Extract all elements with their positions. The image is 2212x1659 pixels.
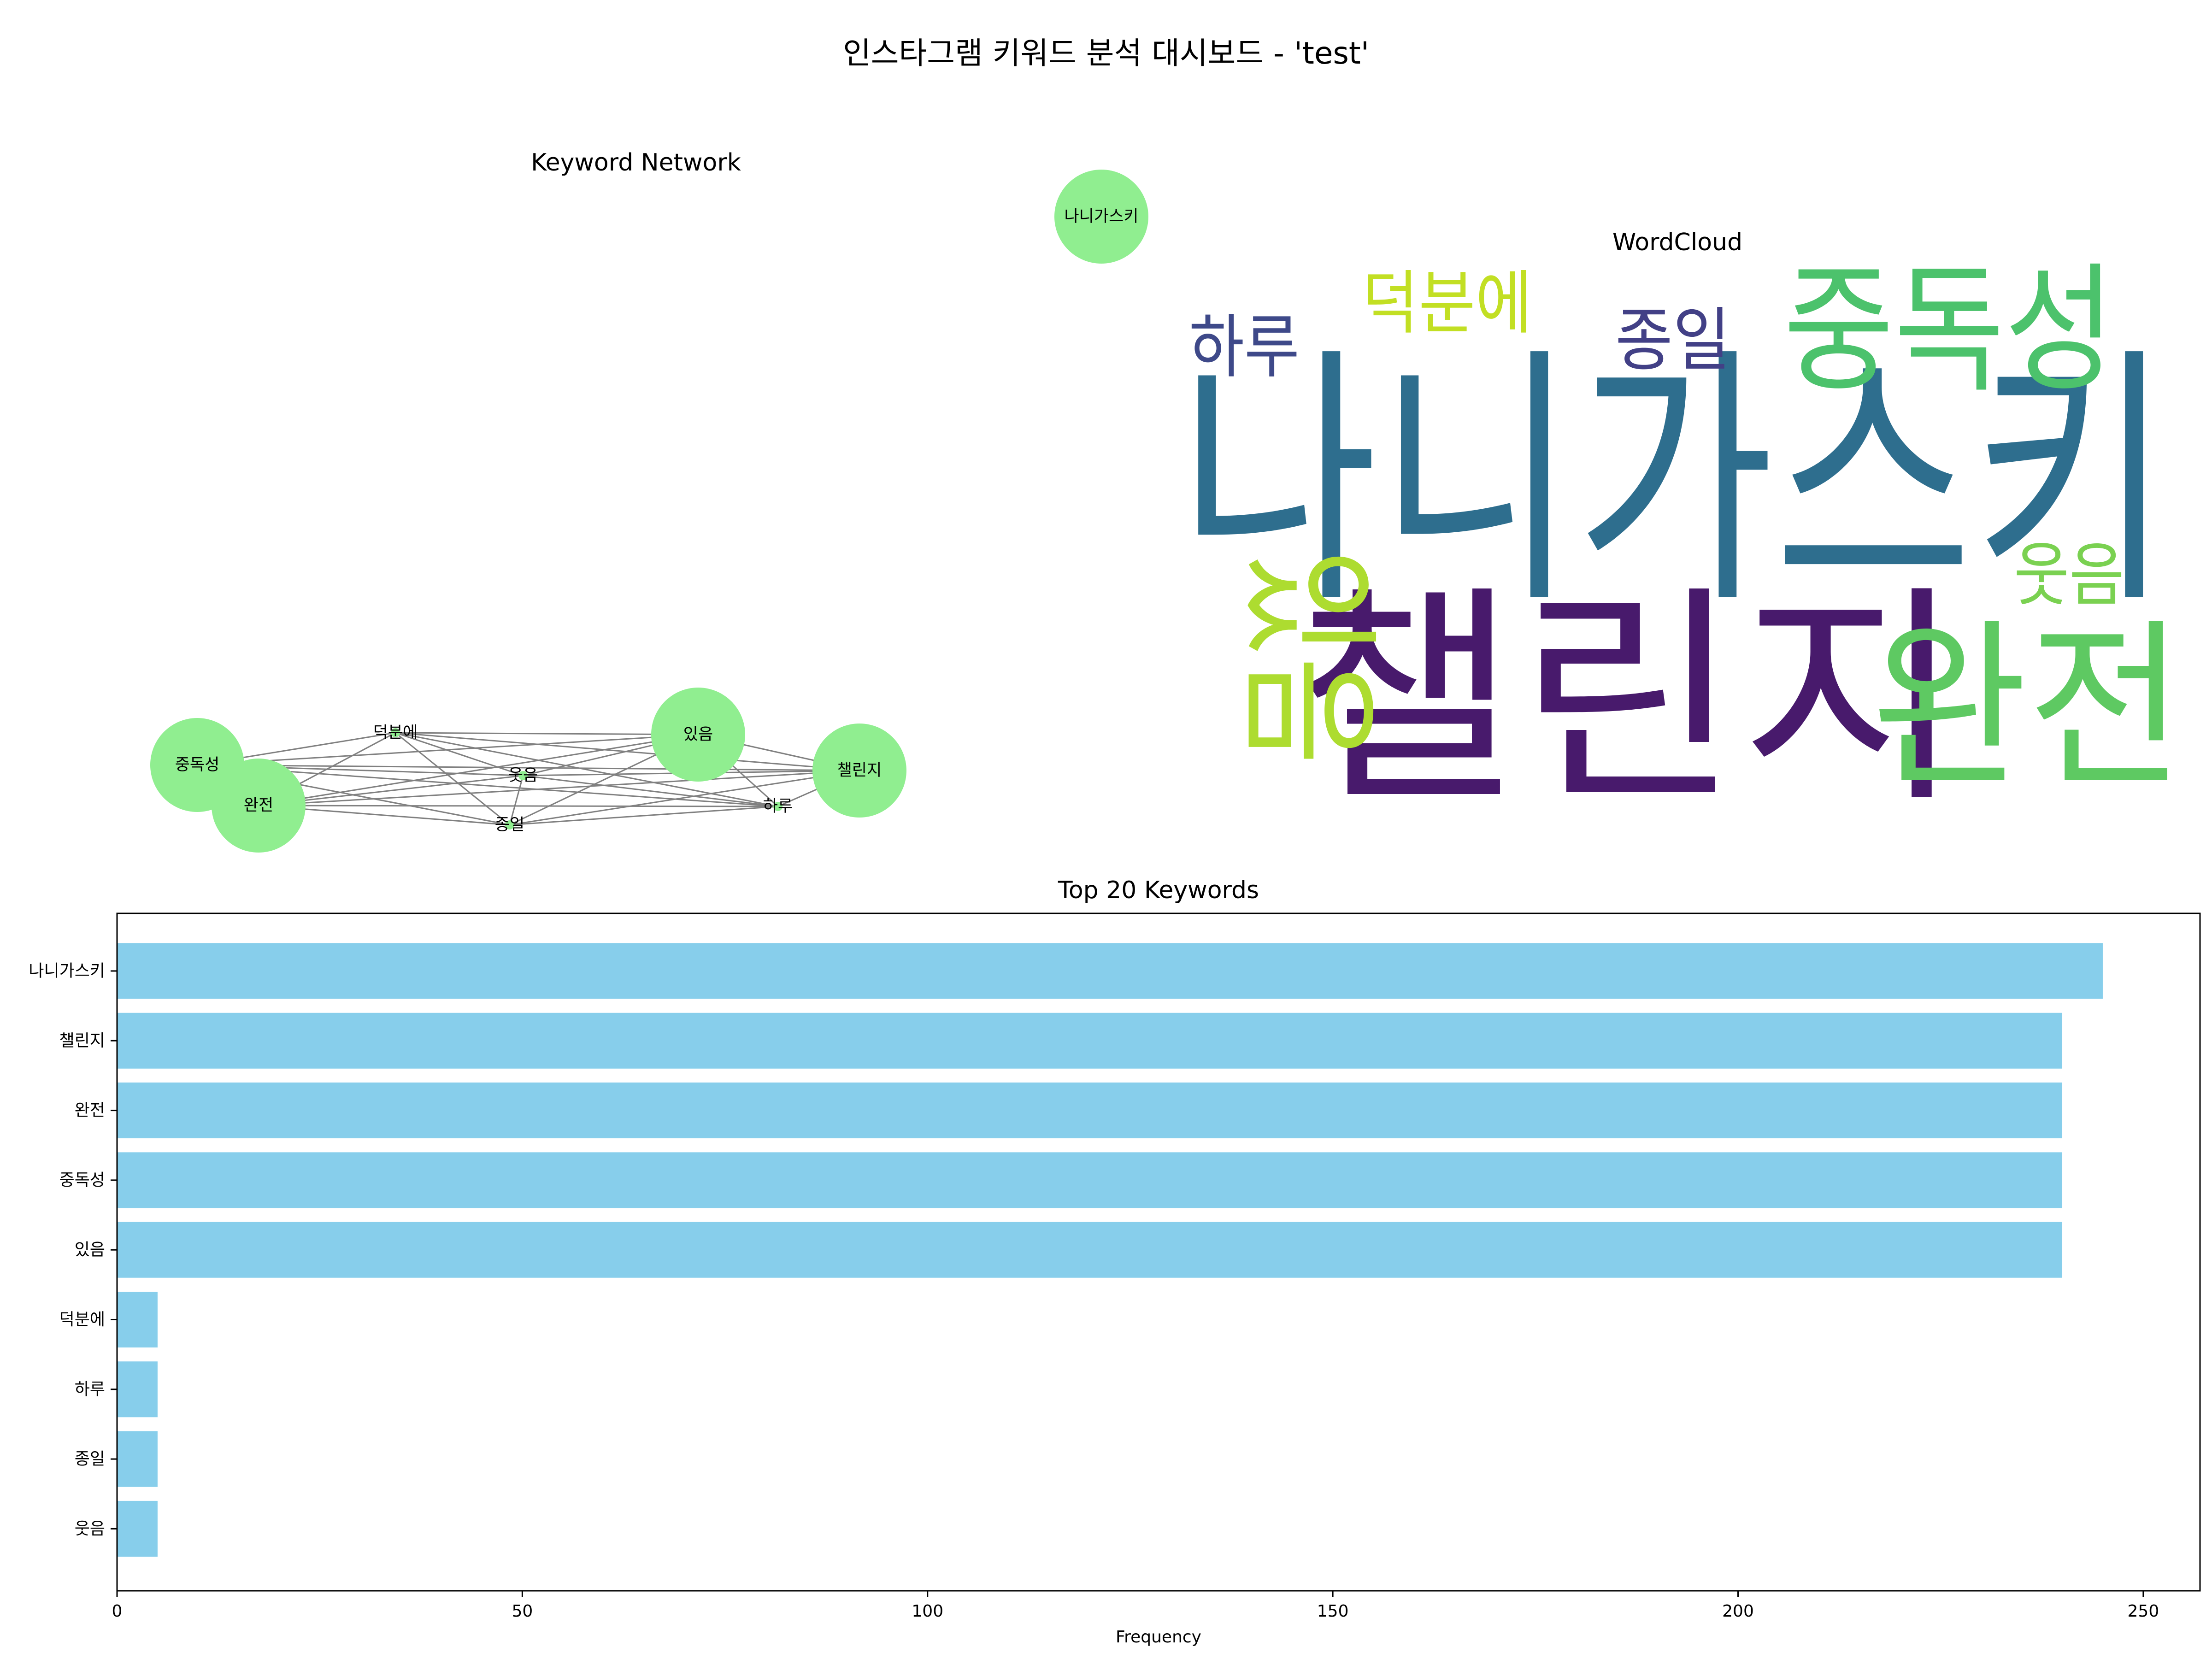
network-node-5 xyxy=(391,728,400,737)
network-node-label-7: 종일 xyxy=(495,816,524,834)
wordcloud-word-3: 중독성 xyxy=(1783,250,2115,411)
wordcloud-word-4: 있음 xyxy=(1224,548,1390,765)
network-node-7 xyxy=(505,820,514,830)
x-tick-label-3: 150 xyxy=(1317,1602,1349,1621)
network-node-2 xyxy=(212,759,306,853)
y-tick-label-1: 챌린지 xyxy=(59,1031,105,1050)
network-edge-23 xyxy=(395,732,510,826)
wordcloud-word-7: 종일 xyxy=(1615,300,1730,381)
x-tick-label-2: 100 xyxy=(912,1602,943,1621)
x-tick-label-1: 50 xyxy=(512,1602,533,1621)
network-node-label-0: 나니가스키 xyxy=(1064,207,1138,226)
dashboard-title: 인스타그램 키워드 분석 대시보드 - 'test' xyxy=(843,35,1369,71)
network-edge-2 xyxy=(197,764,860,771)
bar-4 xyxy=(117,1222,2063,1278)
network-edge-24 xyxy=(395,732,778,807)
network-title: Keyword Network xyxy=(531,149,741,176)
bar-3 xyxy=(117,1152,2063,1208)
wordcloud-word-8: 웃음 xyxy=(2014,535,2124,616)
network-edge-6 xyxy=(197,764,778,807)
network-edge-14 xyxy=(395,732,699,735)
network-edge-20 xyxy=(509,770,860,826)
network-node-6 xyxy=(518,771,528,780)
bar-7 xyxy=(117,1431,158,1487)
x-tick-label-4: 200 xyxy=(1722,1602,1754,1621)
network-edge-26 xyxy=(523,775,778,807)
y-tick-label-0: 나니가스키 xyxy=(29,962,105,981)
network-node-3 xyxy=(651,688,745,782)
network-node-label-1: 중독성 xyxy=(175,756,220,774)
plot-frame xyxy=(116,912,2201,1592)
y-tick-label-2: 완전 xyxy=(75,1101,105,1120)
wordcloud-word-5: 덕분에 xyxy=(1362,264,1532,344)
network-edge-7 xyxy=(258,734,699,806)
network-node-label-8: 하루 xyxy=(763,797,793,816)
x-tick-label-5: 250 xyxy=(2128,1602,2159,1621)
network-node-0 xyxy=(1054,170,1148,264)
y-tick-label-8: 웃음 xyxy=(75,1519,105,1538)
x-ticks: 0 50 100 150 200 250 xyxy=(112,1591,2159,1621)
y-tick-label-4: 있음 xyxy=(75,1241,105,1259)
network-node-label-5: 덕분에 xyxy=(373,724,418,742)
network-node-4 xyxy=(812,724,906,818)
x-axis-label: Frequency xyxy=(1116,1628,1201,1647)
network-node-label-3: 있음 xyxy=(683,725,713,744)
wordcloud-word-6: 하루 xyxy=(1189,307,1300,388)
y-tick-label-6: 하루 xyxy=(75,1380,105,1399)
y-tick-label-5: 덕분에 xyxy=(59,1310,105,1329)
bar-6 xyxy=(117,1361,158,1418)
bar-chart-title: Top 20 Keywords xyxy=(1058,877,1259,904)
network-edge-25 xyxy=(509,775,524,825)
bar-0 xyxy=(117,943,2103,999)
network-edge-18 xyxy=(395,732,860,771)
bar-5 xyxy=(117,1292,158,1347)
bar-2 xyxy=(117,1082,2063,1139)
network-edge-27 xyxy=(509,806,778,826)
wordcloud-word-1: 챌린지 xyxy=(1295,565,1963,833)
network-node-label-2: 완전 xyxy=(244,796,273,815)
network-node-label-4: 챌린지 xyxy=(837,761,882,780)
network-node-8 xyxy=(773,802,782,811)
network-edge-22 xyxy=(395,732,524,777)
y-tick-label-7: 종일 xyxy=(75,1450,105,1469)
wordcloud-word-2: 완전 xyxy=(1871,603,2184,812)
y-tick-label-3: 중독성 xyxy=(59,1171,105,1189)
network-node-label-6: 웃음 xyxy=(508,766,538,785)
network-edge-8 xyxy=(258,770,860,806)
x-tick-label-0: 0 xyxy=(112,1602,123,1621)
bar-8 xyxy=(117,1500,158,1557)
bars xyxy=(117,943,2103,1557)
bar-1 xyxy=(117,1012,2063,1069)
wordcloud-title: WordCloud xyxy=(1612,229,1743,256)
wordcloud-word-0: 나니가스키 xyxy=(1180,324,2171,641)
